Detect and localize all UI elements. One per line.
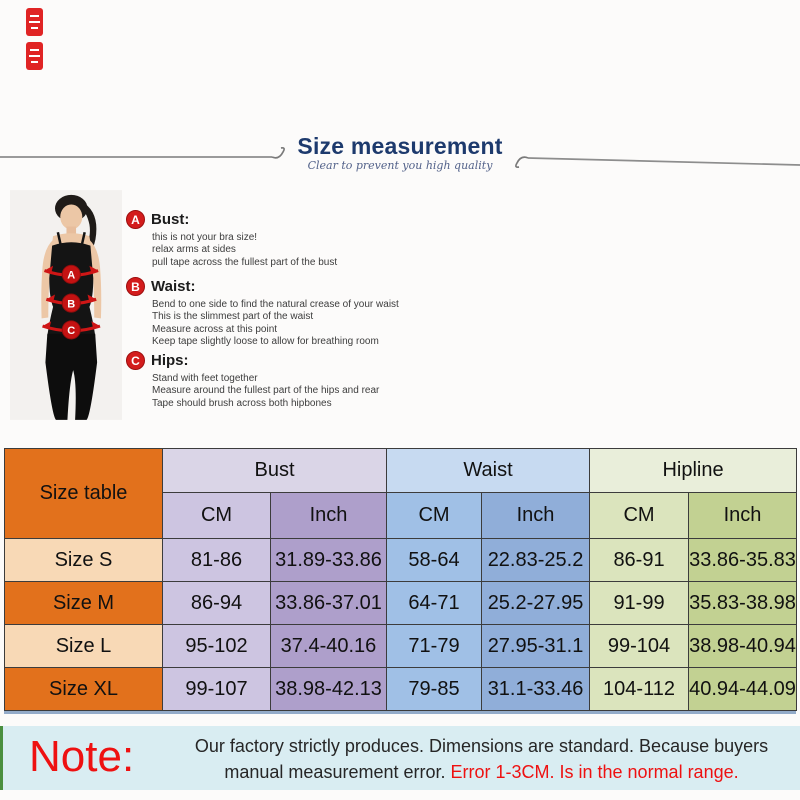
page-title: Size measurement bbox=[297, 133, 503, 159]
bust-group-header: Bust bbox=[162, 447, 387, 494]
table-cell: 99-104 bbox=[589, 624, 690, 668]
note-text: Our factory strictly produces. Dimension… bbox=[171, 733, 792, 785]
size-label: Size L bbox=[4, 624, 163, 668]
instruction-section-waist: B Waist: Bend to one side to find the na… bbox=[126, 277, 546, 348]
waist-group-header: Waist bbox=[385, 447, 591, 494]
waist-tip: This is the slimmest part of the waist bbox=[152, 311, 314, 323]
table-bottom-divider bbox=[4, 711, 796, 714]
waist-cm-header: CM bbox=[386, 492, 482, 539]
table-cell: 81-86 bbox=[162, 538, 271, 582]
table-cell: 86-91 bbox=[589, 538, 690, 582]
table-cell: 38.98-42.13 bbox=[270, 667, 387, 711]
instruction-section-bust: A Bust: this is not your bra size! relax… bbox=[126, 210, 546, 269]
size-label: Size S bbox=[4, 538, 163, 582]
size-table: Size table Bust Waist Hipline CM Inch CM… bbox=[4, 447, 798, 711]
bust-tip: this is not your bra size! bbox=[152, 232, 258, 243]
note-line-2: manual measurement error. Error 1-3CM. I… bbox=[224, 762, 739, 782]
table-cell: 22.83-25.2 bbox=[480, 538, 591, 582]
table-cell: 58-64 bbox=[386, 538, 482, 582]
bust-inch-header: Inch bbox=[270, 492, 387, 539]
table-cell: 38.98-40.94 bbox=[688, 624, 798, 668]
flourish-right-divider bbox=[515, 156, 800, 169]
table-cell: 99-107 bbox=[162, 667, 271, 711]
instruction-section-hips: C Hips: Stand with feet together Measure… bbox=[126, 351, 546, 410]
table-cell: 31.89-33.86 bbox=[270, 538, 387, 582]
hips-tip: Tape should brush across both hipbones bbox=[152, 397, 332, 409]
table-row-size-s: Size S 81-86 31.89-33.86 58-64 22.83-25.… bbox=[4, 538, 798, 582]
table-cell: 95-102 bbox=[162, 624, 271, 668]
bust-tip: pull tape across the fullest part of the… bbox=[152, 256, 338, 268]
table-cell: 35.83-38.98 bbox=[688, 581, 798, 625]
marker-b-icon: B bbox=[67, 298, 75, 310]
bust-tip: relax arms at sides bbox=[152, 244, 236, 256]
note-error-range: Error 1-3CM. Is in the normal range. bbox=[450, 762, 739, 782]
page-subtitle: Clear to prevent you high quality bbox=[307, 159, 493, 172]
table-cell: 25.2-27.95 bbox=[480, 581, 591, 625]
note-line-1: Our factory strictly produces. Dimension… bbox=[194, 736, 769, 756]
model-measurement-photo: A B C bbox=[10, 190, 122, 420]
hips-tip: Stand with feet together bbox=[152, 373, 258, 384]
note-label: Note: bbox=[29, 732, 135, 781]
bust-cm-header: CM bbox=[162, 492, 271, 539]
seal-stamp-icon bbox=[26, 42, 43, 70]
seal-stamp-icon bbox=[26, 8, 43, 36]
table-cell: 64-71 bbox=[386, 581, 482, 625]
bust-marker-icon: A bbox=[126, 210, 145, 229]
table-cell: 40.94-44.09 bbox=[688, 667, 798, 711]
hips-tip: Measure around the fullest part of the h… bbox=[152, 385, 380, 397]
bust-label: Bust: bbox=[151, 211, 190, 228]
table-row-size-l: Size L 95-102 37.4-40.16 71-79 27.95-31.… bbox=[4, 624, 798, 668]
size-label: Size M bbox=[4, 581, 163, 625]
hip-cm-header: CM bbox=[589, 492, 690, 539]
waist-label: Waist: bbox=[151, 278, 196, 295]
hips-marker-icon: C bbox=[126, 351, 145, 370]
table-cell: 71-79 bbox=[386, 624, 482, 668]
flourish-left-divider bbox=[0, 146, 285, 159]
table-cell: 33.86-37.01 bbox=[270, 581, 387, 625]
waist-tip: Measure across at this point bbox=[152, 323, 278, 335]
table-row-size-xl: Size XL 99-107 38.98-42.13 79-85 31.1-33… bbox=[4, 667, 798, 711]
table-cell: 91-99 bbox=[589, 581, 690, 625]
table-cell: 37.4-40.16 bbox=[270, 624, 387, 668]
table-cell: 79-85 bbox=[386, 667, 482, 711]
note-box: Note: Our factory strictly produces. Dim… bbox=[0, 726, 800, 790]
hipline-group-header: Hipline bbox=[589, 447, 798, 494]
marker-c-icon: C bbox=[67, 325, 75, 337]
waist-marker-icon: B bbox=[126, 277, 145, 296]
table-corner-header: Size table bbox=[4, 448, 163, 539]
waist-tip: Bend to one side to find the natural cre… bbox=[152, 299, 399, 310]
table-cell: 104-112 bbox=[589, 667, 690, 711]
marker-a-icon: A bbox=[67, 270, 75, 282]
table-cell: 86-94 bbox=[162, 581, 271, 625]
waist-tip: Keep tape slightly loose to allow for br… bbox=[152, 335, 379, 347]
size-label: Size XL bbox=[4, 667, 163, 711]
table-cell: 33.86-35.83 bbox=[688, 538, 798, 582]
hips-label: Hips: bbox=[151, 352, 189, 369]
waist-inch-header: Inch bbox=[480, 492, 591, 539]
table-row-size-m: Size M 86-94 33.86-37.01 64-71 25.2-27.9… bbox=[4, 581, 798, 625]
table-cell: 31.1-33.46 bbox=[480, 667, 591, 711]
table-cell: 27.95-31.1 bbox=[480, 624, 591, 668]
hip-inch-header: Inch bbox=[688, 492, 798, 539]
